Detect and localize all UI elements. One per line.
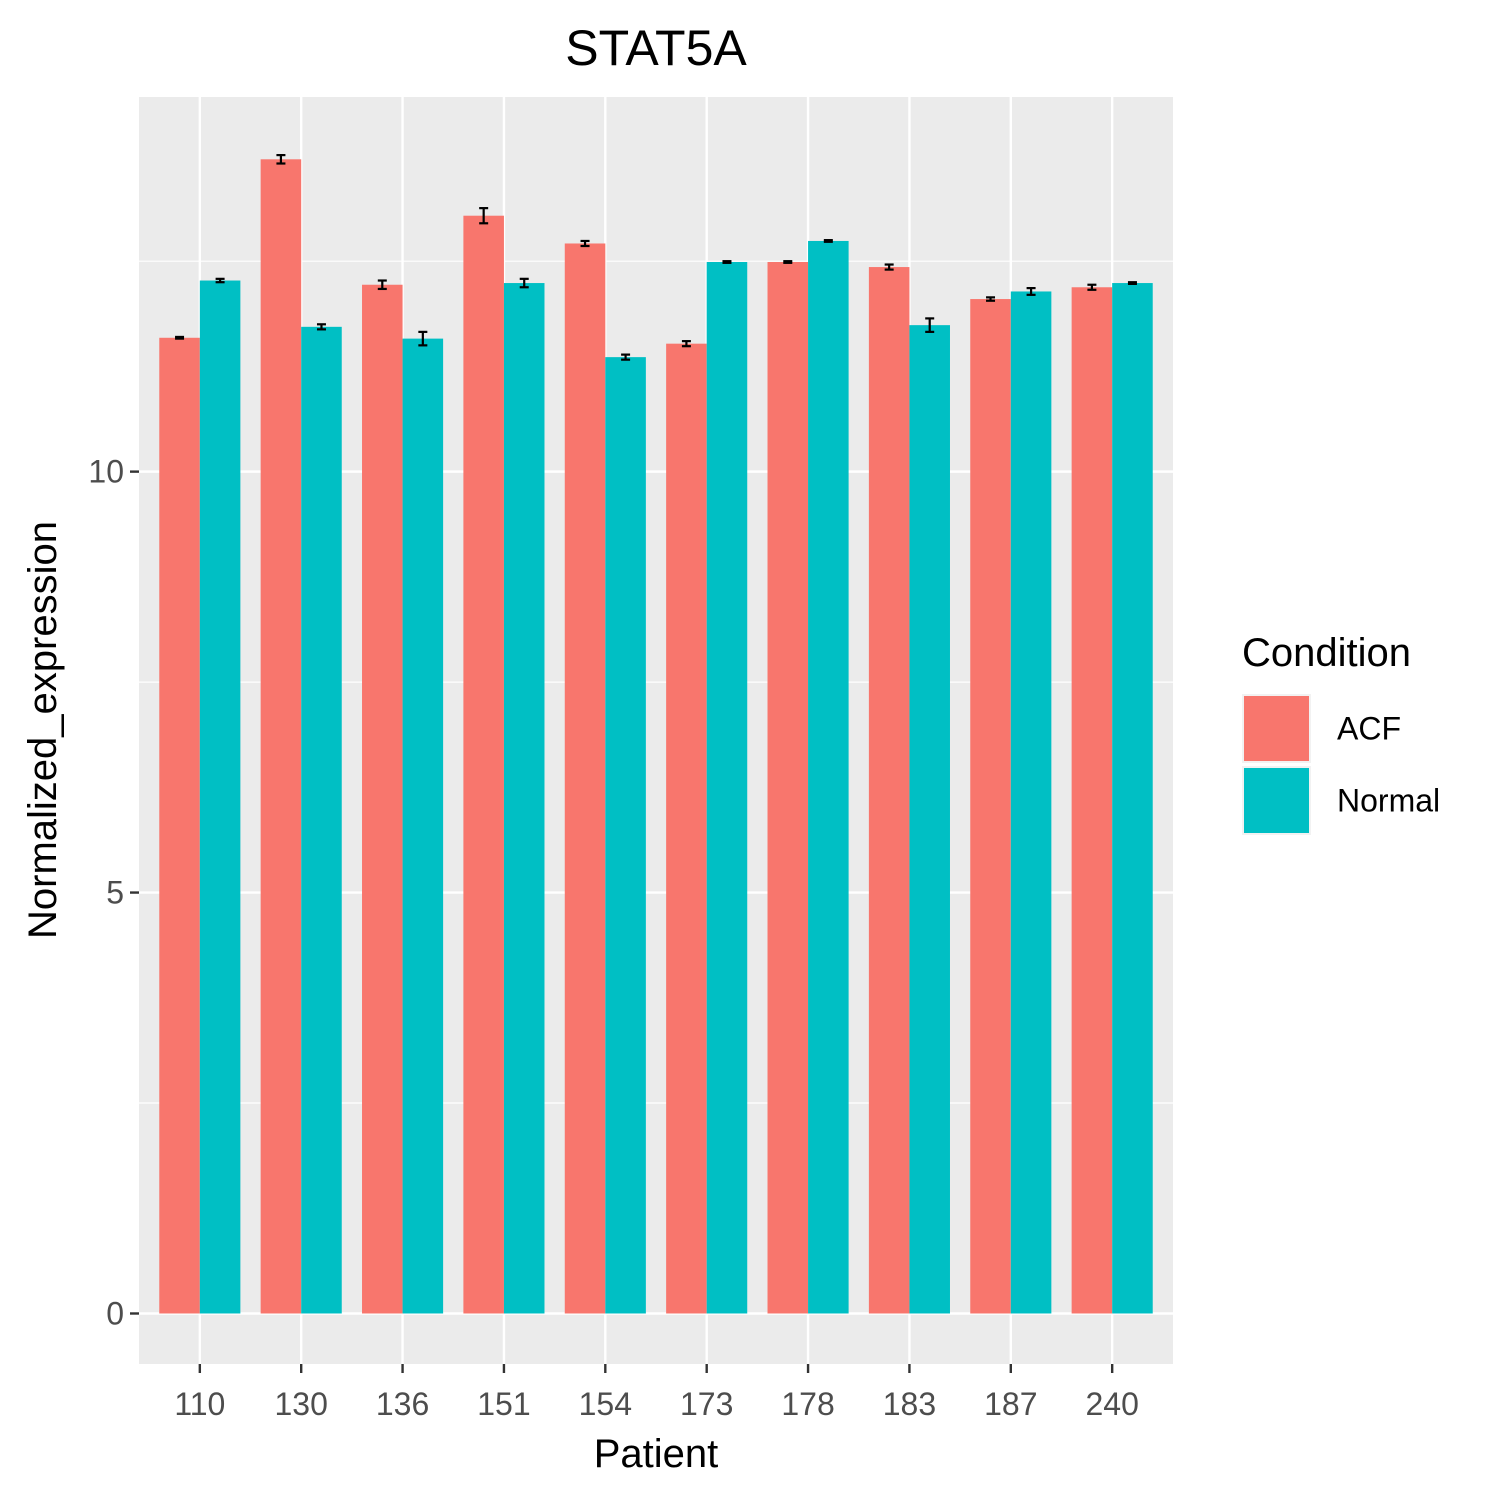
y-tick-label: 5 xyxy=(106,875,124,911)
x-tick-label: 178 xyxy=(781,1386,834,1422)
x-tick-label: 173 xyxy=(680,1386,733,1422)
legend-title: Condition xyxy=(1242,631,1411,675)
chart-title: STAT5A xyxy=(565,20,747,76)
legend-key-normal xyxy=(1244,768,1309,833)
bar-acf xyxy=(463,215,504,1314)
bar-acf xyxy=(868,267,910,1314)
bar-normal xyxy=(1112,283,1153,1314)
x-tick-label: 183 xyxy=(883,1386,936,1422)
bar-normal xyxy=(503,283,545,1314)
bar-acf xyxy=(1071,287,1113,1314)
x-tick-label: 110 xyxy=(174,1386,225,1422)
y-axis: 0 5 10 xyxy=(88,454,139,1331)
legend-items: ACF Normal xyxy=(1242,694,1440,835)
x-axis: 110 130 136 151 154 173 178 183 187 240 xyxy=(174,1364,1139,1422)
bar-acf xyxy=(666,343,707,1314)
bar-acf xyxy=(564,243,606,1314)
x-tick-label: 240 xyxy=(1085,1386,1138,1422)
x-tick-label: 130 xyxy=(275,1386,328,1422)
x-tick-label: 187 xyxy=(984,1386,1037,1422)
bar-normal xyxy=(808,240,849,1314)
bars xyxy=(159,159,1153,1314)
bar-acf xyxy=(970,299,1011,1314)
legend-key-acf xyxy=(1244,696,1309,761)
bar-normal xyxy=(199,280,241,1314)
y-tick-label: 10 xyxy=(88,454,124,490)
bar-normal xyxy=(1010,291,1052,1314)
x-axis-title: Patient xyxy=(594,1432,719,1476)
bar-acf xyxy=(362,284,403,1314)
legend-label-acf: ACF xyxy=(1337,711,1401,747)
bar-acf xyxy=(159,337,200,1314)
bar-normal xyxy=(909,325,950,1314)
bar-normal xyxy=(605,357,646,1314)
bar-normal xyxy=(706,262,748,1314)
x-tick-label: 151 xyxy=(477,1386,530,1422)
bar-normal xyxy=(301,326,342,1314)
bar-acf xyxy=(260,159,302,1314)
bar-acf xyxy=(767,262,809,1314)
legend-label-normal: Normal xyxy=(1337,783,1440,819)
bar-normal xyxy=(402,338,444,1314)
x-tick-label: 154 xyxy=(579,1386,632,1422)
y-axis-title: Normalized_expression xyxy=(21,521,65,939)
y-tick-label: 0 xyxy=(106,1295,124,1331)
error-bars xyxy=(175,153,1137,361)
x-tick-label: 136 xyxy=(376,1386,429,1422)
legend: Condition ACF Normal xyxy=(1242,631,1440,835)
